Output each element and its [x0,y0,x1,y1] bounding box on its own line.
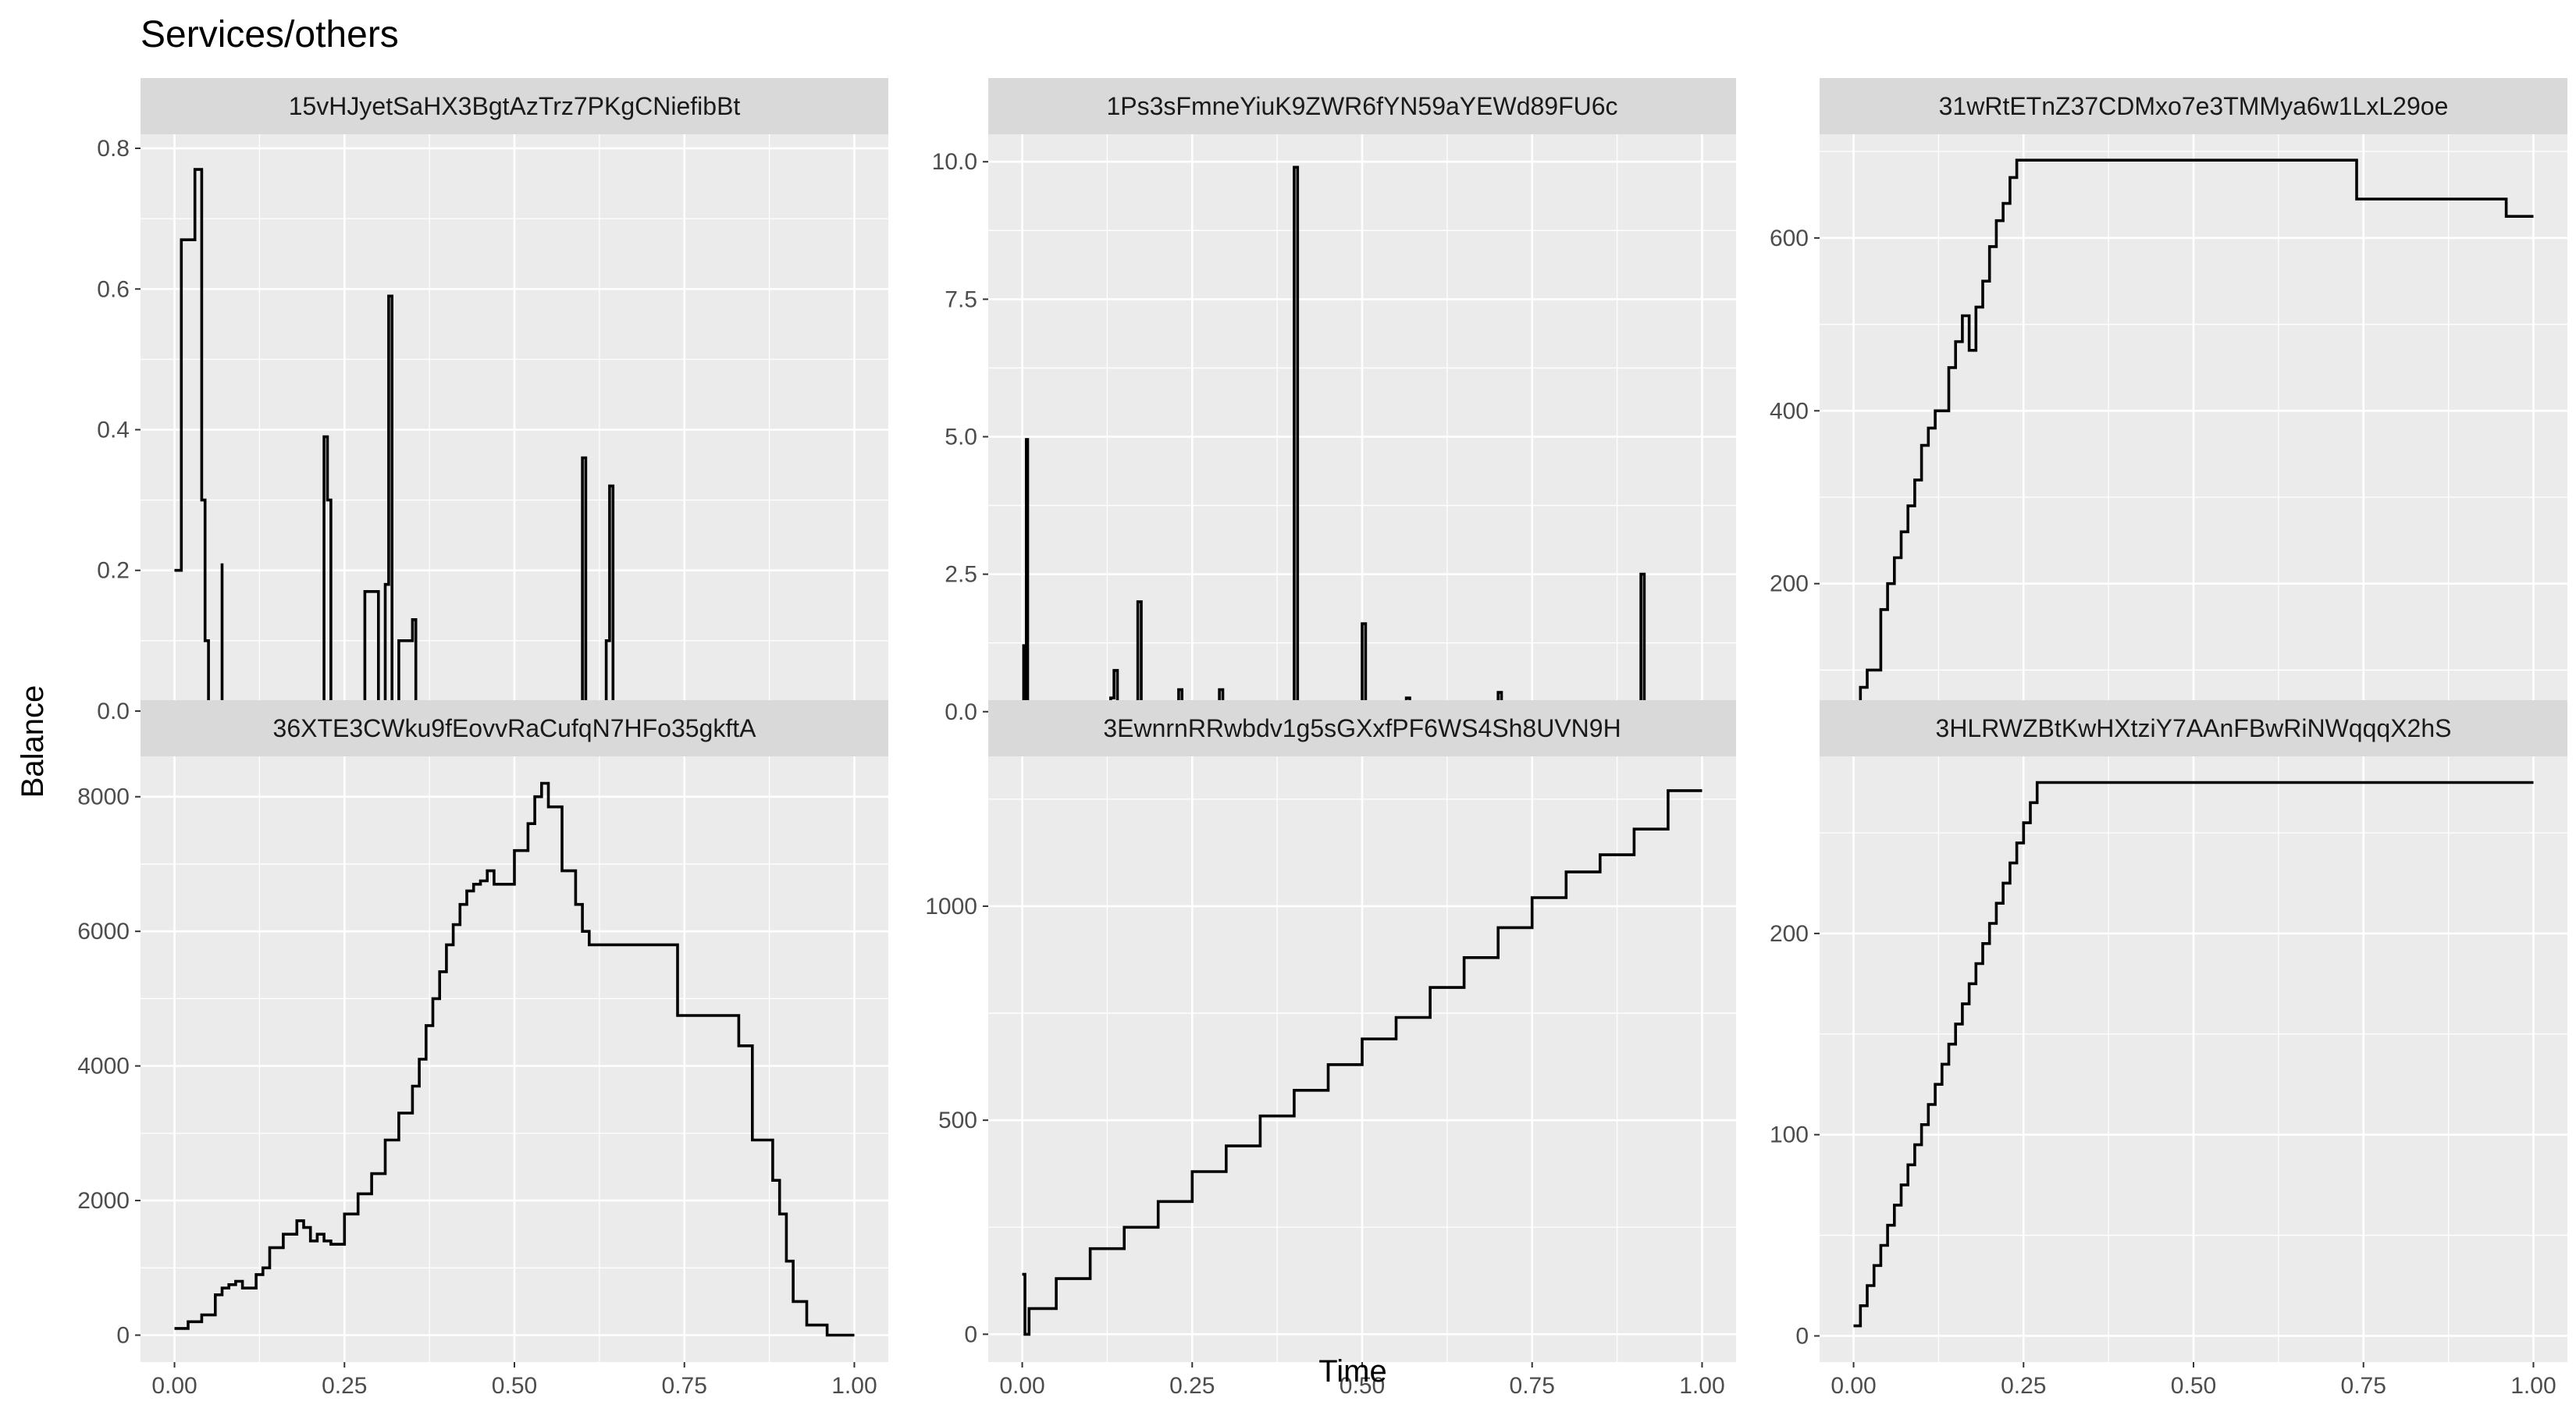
y-tick-label: 0 [964,1321,977,1347]
facet-panel: 15vHJyetSaHX3BgtAzTrz7PKgCNiefibBt 0.0 0.2… [97,78,888,745]
y-tick-label: 0.0 [97,699,130,724]
facet-panels: 15vHJyetSaHX3BgtAzTrz7PKgCNiefibBt 0.0 0.2… [77,78,2567,1399]
facet-strip-label: 15vHJyetSaHX3BgtAzTrz7PKgCNiefibBt [289,92,741,120]
x-tick-label: 0.25 [2001,1373,2046,1399]
facet-strip [988,78,1736,134]
y-tick-label: 0.0 [945,699,977,725]
y-tick-label: 0.6 [97,276,130,302]
y-tick-label: 0.4 [97,417,130,443]
x-tick-label: 0.50 [1340,1373,1385,1399]
y-tick-label: 6000 [77,919,130,944]
y-tick-label: 7.5 [945,286,977,312]
y-tick-label: 200 [1770,921,1809,947]
y-tick-label: 0 [116,1323,130,1349]
x-tick-label: 0.25 [1169,1373,1215,1399]
x-tick-label: 0.50 [492,1373,537,1399]
x-tick-label: 1.00 [831,1373,877,1399]
x-tick-label: 0.00 [1831,1373,1876,1399]
x-tick-label: 0.00 [999,1373,1044,1399]
facet-panel: 3EwnrnRRwbdv1g5sGXxfPF6WS4Sh8UVN9H 0 500 10… [925,700,1736,1399]
x-tick-label: 0.00 [151,1373,197,1399]
facet-strip [1820,700,2567,756]
y-tick-label: 400 [1770,398,1809,424]
facet-strip [988,700,1736,756]
y-tick-label: 10.0 [932,149,977,175]
facet-strip [141,700,888,756]
balance-line [1853,158,2534,715]
y-tick-label: 0.8 [97,136,130,162]
y-tick-label: 600 [1770,226,1809,251]
facet-panel: 1Ps3sFmneYiuK9ZWR6fYN59aYEWd89FU6c 0.0 2.5… [932,78,1736,745]
balance-line [174,168,855,713]
y-tick-label: 4000 [77,1054,130,1080]
x-tick-label: 0.75 [2341,1373,2386,1399]
facet-panel: 3HLRWZBtKwHXtziY7AAnFBwRiNWqqqX2hS 0 100 20… [1770,700,2567,1399]
x-tick-label: 1.00 [1679,1373,1724,1399]
y-tick-label: 8000 [77,784,130,810]
x-tick-label: 0.25 [322,1373,367,1399]
facet-strip-label: 36XTE3CWku9fEovvRaCufqN7HFo35gkftA [273,714,757,742]
y-tick-label: 0 [1795,1323,1809,1349]
facet-strip-label: 3HLRWZBtKwHXtziY7AAnFBwRiNWqqqX2hS [1936,714,2452,742]
facet-strip-label: 3EwnrnRRwbdv1g5sGXxfPF6WS4Sh8UVN9H [1103,714,1621,742]
balance-line [1853,781,2534,1328]
y-tick-label: 1000 [925,894,977,919]
y-tick-label: 0.2 [97,558,130,584]
y-tick-label: 2.5 [945,562,977,588]
y-tick-label: 500 [938,1108,977,1133]
facet-panel: 36XTE3CWku9fEovvRaCufqN7HFo35gkftA 0 2000 4… [77,700,888,1399]
y-tick-label: 2000 [77,1188,130,1214]
facet-panel: 31wRtETnZ37CDMxo7e3TMMya6w1LxL29oe 200 400… [1770,78,2567,745]
x-tick-label: 1.00 [2510,1373,2556,1399]
facet-strip [141,78,888,134]
y-tick-label: 5.0 [945,425,977,450]
x-axis-title: Time [1318,1354,1386,1389]
balance-line [1022,789,1703,1336]
x-tick-label: 0.75 [1510,1373,1555,1399]
chart-title: Services/others [141,14,399,55]
x-tick-label: 0.75 [662,1373,707,1399]
y-tick-label: 200 [1770,571,1809,597]
facet-strip-label: 1Ps3sFmneYiuK9ZWR6fYN59aYEWd89FU6c [1106,92,1617,120]
x-tick-label: 0.50 [2171,1373,2216,1399]
balance-line [174,781,855,1337]
y-tick-label: 100 [1770,1122,1809,1148]
facet-strip [1820,78,2567,134]
y-axis-title: Balance [16,685,50,799]
facet-strip-label: 31wRtETnZ37CDMxo7e3TMMya6w1LxL29oe [1939,92,2449,120]
